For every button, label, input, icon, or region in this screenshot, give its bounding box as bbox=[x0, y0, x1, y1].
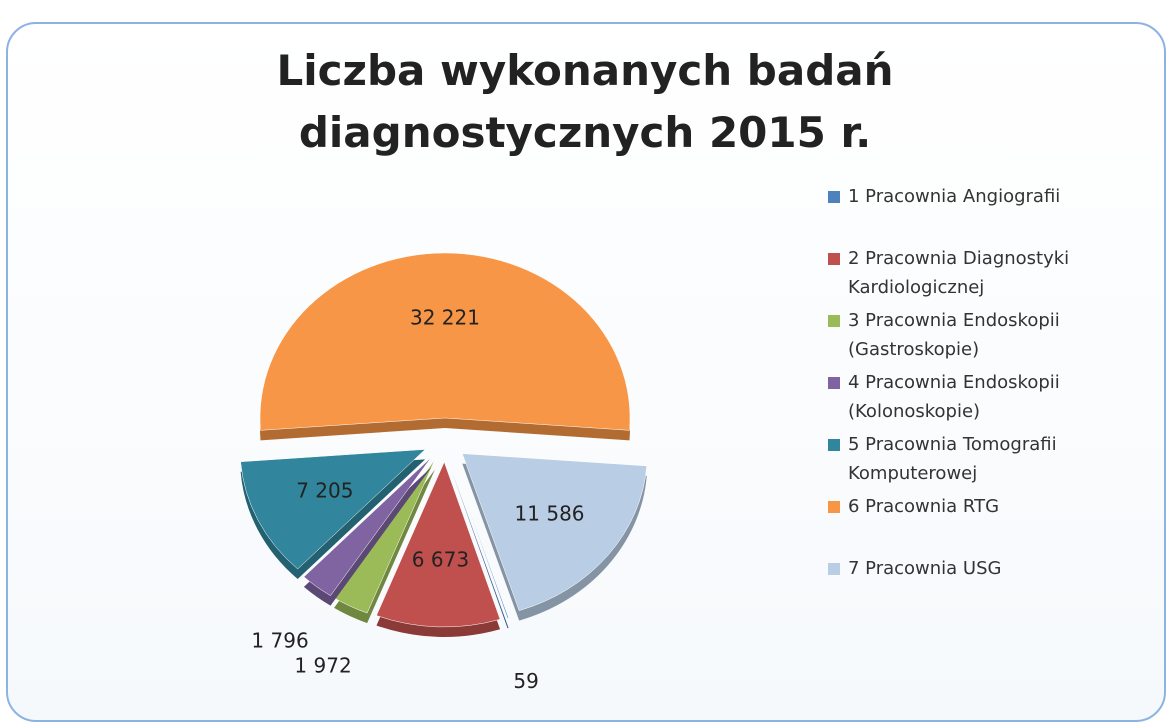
legend-label: 5 Pracownia Tomografii Komputerowej bbox=[848, 434, 1057, 484]
legend-swatch bbox=[828, 253, 840, 265]
legend-item: 3 Pracownia Endoskopii (Gastroskopie) bbox=[828, 306, 1148, 368]
legend-swatch bbox=[828, 563, 840, 575]
data-label: 59 bbox=[513, 669, 538, 693]
legend-label: 7 Pracownia USG bbox=[848, 558, 1002, 579]
slice bbox=[376, 461, 501, 628]
data-label: 7 205 bbox=[296, 478, 353, 502]
legend-label: 6 Pracownia RTG bbox=[848, 496, 1000, 517]
legend-label: 4 Pracownia Endoskopii (Kolonoskopie) bbox=[848, 372, 1060, 422]
legend-item: 1 Pracownia Angiografii bbox=[828, 182, 1148, 244]
slice bbox=[303, 457, 432, 596]
slice bbox=[451, 460, 509, 619]
legend-swatch bbox=[828, 377, 840, 389]
data-label: 32 221 bbox=[410, 306, 480, 330]
legend-item: 5 Pracownia Tomografii Komputerowej bbox=[828, 430, 1148, 492]
legend-item: 2 Pracownia Diagnostyki Kardiologicznej bbox=[828, 244, 1148, 306]
data-label: 6 673 bbox=[412, 547, 469, 571]
data-label: 1 796 bbox=[251, 629, 308, 653]
legend-swatch bbox=[828, 315, 840, 327]
slice bbox=[240, 449, 426, 570]
data-label: 11 586 bbox=[515, 501, 585, 525]
legend-label: 1 Pracownia Angiografii bbox=[848, 186, 1061, 207]
legend-label: 2 Pracownia Diagnostyki Kardiologicznej bbox=[848, 248, 1070, 298]
legend-swatch bbox=[828, 191, 840, 203]
legend-swatch bbox=[828, 501, 840, 513]
legend-item: 4 Pracownia Endoskopii (Kolonoskopie) bbox=[828, 368, 1148, 430]
slice bbox=[259, 252, 631, 431]
legend-label: 3 Pracownia Endoskopii (Gastroskopie) bbox=[848, 310, 1060, 360]
legend-item: 7 Pracownia USG bbox=[828, 554, 1148, 616]
slice bbox=[461, 453, 648, 611]
data-label: 1 972 bbox=[294, 654, 351, 678]
chart-title: Liczba wykonanych badań diagnostycznych … bbox=[276, 46, 894, 157]
legend: 1 Pracownia Angiografii 2 Pracownia Diagn… bbox=[828, 182, 1148, 616]
legend-swatch bbox=[828, 439, 840, 451]
slice-side bbox=[451, 470, 509, 629]
legend-item: 6 Pracownia RTG bbox=[828, 492, 1148, 554]
